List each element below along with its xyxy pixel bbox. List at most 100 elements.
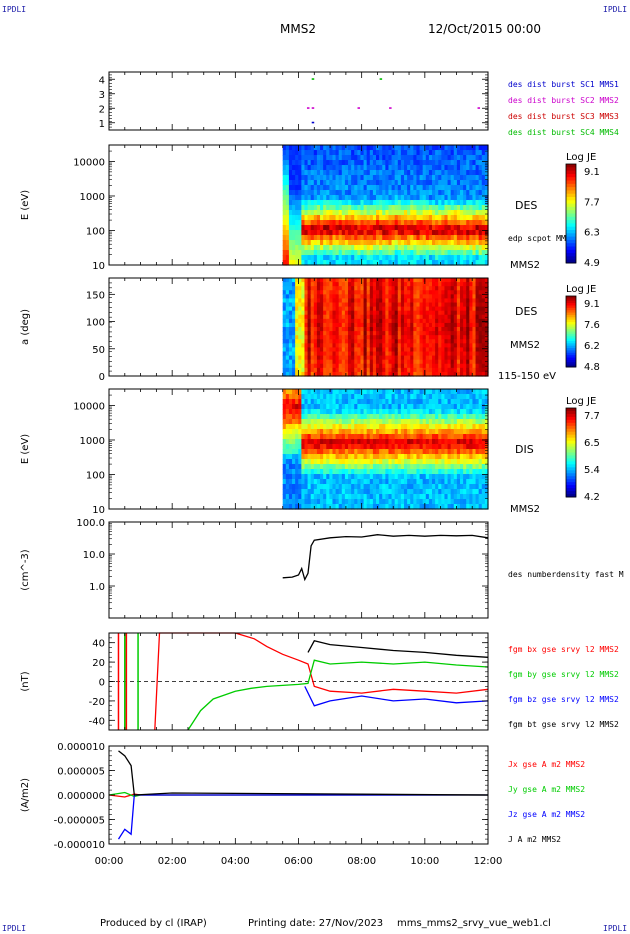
dis_energy-cell: [332, 459, 337, 465]
des_pitch-cell: [320, 343, 324, 349]
des_energy-cell: [329, 180, 334, 186]
dis_energy-cell: [422, 399, 427, 405]
dis_energy-cell: [453, 479, 458, 485]
des_pitch-cell: [348, 359, 352, 365]
des_pitch-cell: [341, 335, 346, 340]
des_energy-cell: [419, 255, 424, 261]
dis_energy-cell: [288, 414, 293, 420]
dis_energy-cell: [301, 444, 306, 450]
des_pitch-cell: [344, 343, 349, 349]
dis_energy-cell: [453, 444, 458, 450]
des_pitch-cell: [341, 302, 346, 308]
des_pitch-cell: [307, 335, 312, 340]
des_pitch-cell: [376, 351, 380, 357]
dis_energy-cell: [323, 394, 327, 400]
des_pitch-cell: [376, 327, 380, 332]
des_energy-cell: [326, 235, 330, 241]
dis_energy-cell: [441, 454, 446, 460]
des_pitch-cell: [335, 290, 340, 295]
des_pitch-cell: [363, 363, 368, 369]
des_pitch-cell: [304, 371, 309, 377]
dis_energy-cell: [435, 494, 439, 500]
des_energy-cell: [360, 220, 365, 226]
des_pitch-cell: [354, 371, 358, 377]
des_pitch-cell: [285, 302, 290, 308]
dis_energy-cell: [382, 459, 386, 465]
dis_energy-cell: [304, 504, 309, 510]
dis_energy-cell: [348, 474, 352, 480]
des_energy-cell: [441, 150, 446, 156]
des_pitch-cell: [307, 339, 312, 344]
des_pitch-cell: [357, 339, 362, 344]
des_energy-cell: [410, 245, 414, 251]
dis_energy-cell: [379, 444, 383, 450]
dis_energy-cell: [410, 414, 414, 420]
des_pitch-cell: [313, 367, 318, 373]
dis_energy-cell: [326, 469, 330, 475]
des_energy-cell: [447, 190, 452, 196]
des_pitch-cell: [438, 371, 442, 377]
dis_energy-cell: [298, 484, 302, 490]
des_pitch-cell: [469, 318, 474, 324]
des_energy-cell: [363, 155, 368, 161]
des_energy-cell: [369, 145, 374, 151]
des_energy-cell: [366, 155, 371, 161]
des_pitch-cell: [376, 314, 380, 320]
des_pitch-cell: [323, 343, 327, 349]
des_energy-cell: [282, 160, 287, 166]
des_energy-cell: [425, 190, 430, 196]
dis_energy-cell: [363, 474, 368, 480]
des_energy-cell: [385, 260, 390, 266]
dis_energy-cell: [416, 494, 421, 500]
dis_energy-cell: [351, 499, 355, 505]
dis_energy-cell: [369, 399, 374, 405]
dis_energy-cell: [285, 414, 290, 420]
des_energy-cell: [432, 225, 436, 231]
des_pitch-cell: [438, 318, 442, 324]
dis_energy-cell: [357, 494, 362, 500]
dis_energy-cell: [288, 459, 293, 465]
dis_energy-cell: [348, 479, 352, 485]
des_pitch-cell: [298, 278, 302, 283]
dis_energy-cell: [285, 424, 290, 430]
des_pitch-cell: [413, 318, 418, 324]
des_energy-cell: [304, 170, 309, 176]
dis_energy-cell: [313, 459, 318, 465]
des_energy-cell: [425, 175, 430, 181]
des_pitch-cell: [313, 306, 318, 312]
burst-ytick-label: 3: [99, 90, 105, 101]
dis_energy-cell: [295, 479, 299, 485]
dis_energy-cell: [435, 454, 439, 460]
dis_energy-cell: [385, 454, 390, 460]
des_energy-cell: [316, 225, 321, 231]
dis_energy-cell: [463, 414, 467, 420]
des_pitch-cell: [478, 327, 483, 332]
des_pitch-cell: [285, 363, 290, 369]
des_pitch-cell: [351, 322, 355, 328]
des_energy-cell: [397, 150, 402, 156]
des_energy-cell: [438, 200, 442, 206]
des_pitch-cell: [363, 314, 368, 320]
dis_energy-cell: [313, 464, 318, 470]
des_pitch-cell: [360, 282, 365, 287]
des_energy-cell: [341, 220, 346, 226]
des_pitch-cell: [404, 290, 408, 295]
des_energy-cell: [288, 255, 293, 261]
des_energy-cell: [456, 180, 461, 186]
des_pitch-cell: [391, 306, 396, 312]
des_pitch-cell: [472, 327, 477, 332]
des_energy-cell: [394, 185, 399, 191]
des_pitch-cell: [463, 286, 467, 291]
dis_energy-cell: [360, 474, 365, 480]
des_pitch-cell: [282, 343, 287, 349]
des_energy-cell: [478, 150, 483, 156]
dis_energy-cell: [316, 444, 321, 450]
des_energy-cell: [481, 255, 486, 261]
des_pitch-cell: [332, 294, 337, 300]
des_pitch-cell: [469, 294, 474, 300]
des_energy-cell: [444, 180, 449, 186]
des_pitch-colorbar-tick-label: 9.1: [584, 299, 600, 310]
des_pitch-cell: [332, 282, 337, 287]
dis_energy-cell: [301, 454, 306, 460]
des_pitch-cell: [397, 363, 402, 369]
